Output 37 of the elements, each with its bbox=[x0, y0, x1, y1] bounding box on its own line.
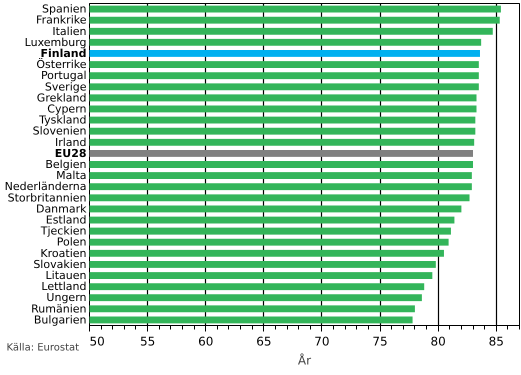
y-tick-label: Bulgarien bbox=[34, 313, 87, 326]
y-tick-label: Slovenien bbox=[32, 124, 87, 138]
y-tick-label: Rumänien bbox=[31, 302, 87, 316]
y-tick-label: Malta bbox=[56, 169, 86, 182]
y-tick-label: Cypern bbox=[47, 102, 87, 116]
y-tick-label: Italien bbox=[52, 24, 87, 38]
y-tick-label: Portugal bbox=[40, 69, 87, 82]
y-tick-label: Litauen bbox=[46, 269, 87, 282]
x-tick-label: 55 bbox=[140, 334, 156, 348]
x-tick-label: 85 bbox=[488, 334, 504, 348]
x-tick-label: 75 bbox=[372, 334, 388, 348]
y-tick-label: EU28 bbox=[54, 146, 87, 160]
y-tick-label: Irland bbox=[54, 136, 87, 149]
text: Källa: Eurostat bbox=[6, 342, 80, 354]
x-tick-label: 50 bbox=[90, 334, 105, 348]
y-tick-label: Slovakien bbox=[33, 258, 87, 271]
y-tick-label: Spanien bbox=[42, 2, 87, 16]
y-tick-label: Danmark bbox=[36, 202, 88, 216]
y-tick-label: Nederländerna bbox=[4, 180, 87, 194]
y-tick-label: Ungern bbox=[46, 291, 87, 304]
y-tick-label: Kroatien bbox=[40, 246, 87, 260]
y-tick-label: Luxemburg bbox=[24, 36, 86, 49]
y-tick-label: Estland bbox=[46, 214, 87, 227]
y-tick-label: Österrike bbox=[36, 57, 87, 72]
x-tick-label: 70 bbox=[314, 334, 330, 348]
x-axis-title: År bbox=[298, 352, 312, 368]
x-tick-label: 65 bbox=[256, 334, 272, 348]
y-tick-label: Frankrike bbox=[36, 14, 87, 27]
y-tick-label: Belgien bbox=[45, 158, 87, 171]
y-tick-label: Sverige bbox=[44, 80, 87, 94]
y-tick-label: Storbritannien bbox=[8, 191, 87, 204]
y-tick-label: Lettland bbox=[41, 280, 87, 294]
x-tick-label: 60 bbox=[198, 334, 214, 348]
y-tick-label: Polen bbox=[56, 236, 87, 249]
x-tick-label: 80 bbox=[430, 334, 446, 348]
y-tick-label: Tyskland bbox=[38, 114, 87, 127]
y-tick-label: Tjeckien bbox=[40, 224, 87, 238]
